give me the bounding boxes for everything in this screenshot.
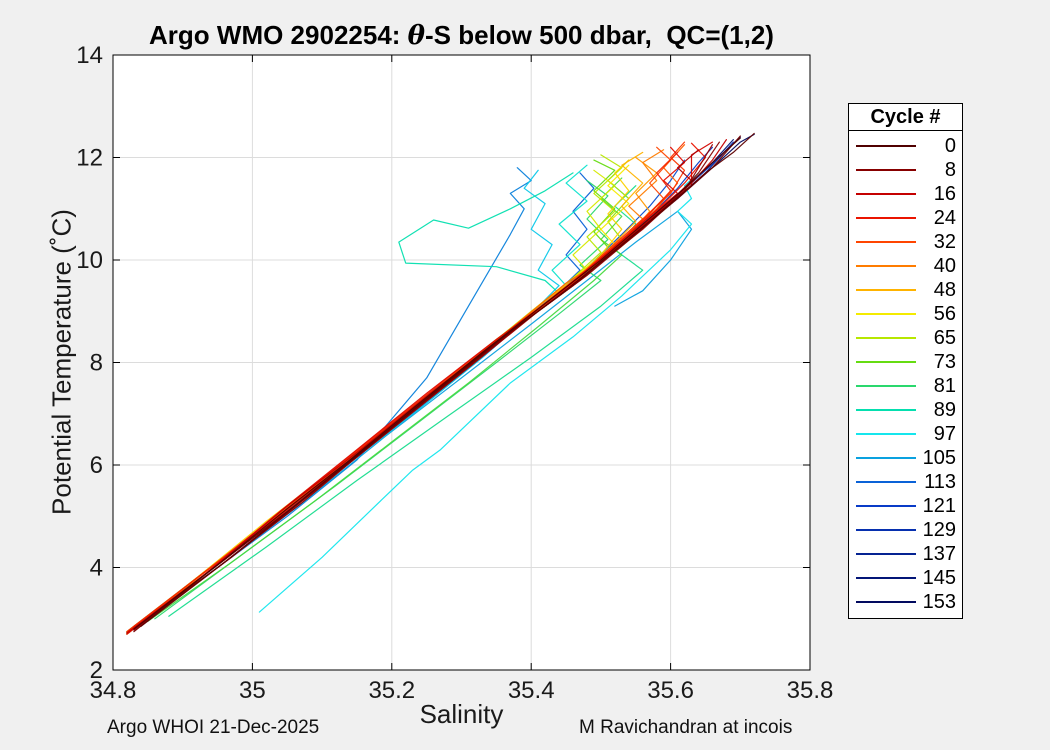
y-tick-label: 12 [76, 145, 103, 172]
legend-title: Cycle # [849, 104, 962, 131]
y-tick-label: 4 [90, 555, 103, 582]
legend-entry-label: 129 [922, 518, 956, 541]
legend-line-swatch [856, 337, 916, 339]
legend-entry-cycle-105[interactable]: 105 [849, 446, 962, 470]
footer-annotation-right: M Ravichandran at incois [579, 717, 793, 738]
x-tick-label: 35.4 [508, 677, 555, 704]
y-tick-label: 2 [90, 657, 103, 684]
legend-line-swatch [856, 457, 916, 459]
legend-line-swatch [856, 505, 916, 507]
x-tick-label: 35.2 [368, 677, 415, 704]
legend-entry-label: 16 [933, 182, 956, 205]
legend-entry-cycle-40[interactable]: 40 [849, 254, 962, 278]
legend-entry-label: 153 [922, 590, 956, 613]
legend-entry-cycle-16[interactable]: 16 [849, 182, 962, 206]
legend-entry-cycle-48[interactable]: 48 [849, 278, 962, 302]
legend-line-swatch [856, 169, 916, 171]
legend-entry-label: 73 [933, 350, 956, 373]
legend-entry-cycle-137[interactable]: 137 [849, 542, 962, 566]
x-tick-label: 34.8 [90, 677, 137, 704]
legend-line-swatch [856, 313, 916, 315]
legend-entry-label: 8 [944, 158, 956, 181]
legend-entry-label: 113 [924, 470, 956, 493]
legend-line-swatch [856, 601, 916, 603]
legend-entry-label: 145 [922, 566, 956, 589]
legend-entry-cycle-24[interactable]: 24 [849, 206, 962, 230]
legend-line-swatch [856, 241, 916, 243]
y-tick-label: 10 [76, 247, 103, 274]
x-tick-label: 35.8 [787, 677, 834, 704]
legend-entry-cycle-32[interactable]: 32 [849, 230, 962, 254]
legend-line-swatch [856, 481, 916, 483]
legend-line-swatch [856, 529, 916, 531]
legend-entry-label: 24 [933, 206, 956, 229]
plot-title-suffix: -S below 500 dbar, QC=(1,2) [425, 20, 774, 50]
legend-entry-label: 105 [922, 446, 956, 469]
x-tick-label: 35.6 [647, 677, 694, 704]
legend-entry-label: 65 [933, 326, 956, 349]
legend-line-swatch [856, 553, 916, 555]
legend-entries: 0 8 16 24 32 40 48 56 65 73 81 89 97 105 113 121 129 137 1… [849, 131, 962, 618]
y-axis-label: Potential Temperature (˚C) [46, 209, 77, 515]
y-tick-label: 6 [90, 452, 103, 479]
legend-entry-label: 137 [922, 542, 956, 565]
legend-entry-cycle-81[interactable]: 81 [849, 374, 962, 398]
legend-entry-label: 97 [933, 422, 956, 445]
plot-title: Argo WMO 2902254: θ-S below 500 dbar, QC… [113, 20, 810, 51]
legend-entry-cycle-153[interactable]: 153 [849, 590, 962, 614]
legend-line-swatch [856, 217, 916, 219]
legend-entry-cycle-65[interactable]: 65 [849, 326, 962, 350]
profile-line-cycle-97 [258, 172, 700, 613]
legend-entry-label: 40 [933, 254, 956, 277]
legend-entry-cycle-113[interactable]: 113 [849, 470, 962, 494]
profile-line-cycle-109 [147, 167, 532, 620]
legend-entry-label: 48 [933, 278, 956, 301]
legend-entry-cycle-0[interactable]: 0 [849, 134, 962, 158]
legend-entry-label: 89 [933, 398, 956, 421]
legend-entry-cycle-56[interactable]: 56 [849, 302, 962, 326]
legend-line-swatch [856, 433, 916, 435]
legend-line-swatch [856, 361, 916, 363]
legend-line-swatch [856, 385, 916, 387]
footer-annotation-left: Argo WHOI 21-Dec-2025 [107, 717, 320, 738]
profile-line-cycle-85 [168, 185, 644, 617]
profile-line-cycle-0 [133, 137, 741, 630]
legend-entry-label: 121 [922, 494, 956, 517]
legend-entry-label: 56 [933, 302, 956, 325]
plot-title-prefix: Argo WMO 2902254: [149, 20, 408, 50]
legend-line-swatch [856, 289, 916, 291]
theta-symbol: θ [407, 21, 426, 51]
legend-line-swatch [856, 265, 916, 267]
legend-entry-label: 0 [944, 134, 956, 157]
x-axis-label: Salinity [419, 699, 504, 729]
profile-line-cycle-2 [140, 132, 755, 628]
legend-line-swatch [856, 577, 916, 579]
legend-entry-cycle-8[interactable]: 8 [849, 158, 962, 182]
legend-entry-cycle-121[interactable]: 121 [849, 494, 962, 518]
legend-line-swatch [856, 409, 916, 411]
legend-entry-cycle-97[interactable]: 97 [849, 422, 962, 446]
legend-line-swatch [856, 145, 916, 147]
legend-entry-cycle-73[interactable]: 73 [849, 350, 962, 374]
y-tick-label: 8 [90, 350, 103, 377]
legend-line-swatch [856, 193, 916, 195]
x-tick-label: 35 [239, 677, 266, 704]
legend-entry-cycle-145[interactable]: 145 [849, 566, 962, 590]
legend-entry-cycle-89[interactable]: 89 [849, 398, 962, 422]
legend-entry-cycle-129[interactable]: 129 [849, 518, 962, 542]
legend-box[interactable]: Cycle # 0 8 16 24 32 40 48 56 65 73 81 89 97 105 113 12… [848, 103, 963, 619]
legend-entry-label: 81 [933, 374, 956, 397]
legend-entry-label: 32 [933, 230, 956, 253]
y-tick-label: 14 [76, 42, 103, 69]
